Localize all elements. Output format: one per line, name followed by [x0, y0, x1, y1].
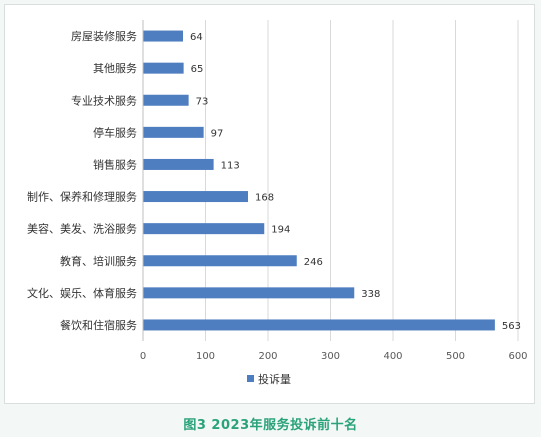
bar: [143, 94, 189, 106]
x-tick-label: 0: [140, 351, 146, 362]
category-label: 专业技术服务: [71, 93, 137, 107]
category-label: 房屋装修服务: [71, 29, 137, 43]
data-label: 113: [221, 160, 240, 171]
bar: [143, 223, 265, 235]
data-label: 73: [196, 96, 209, 107]
category-label: 美容、美发、洗浴服务: [27, 222, 137, 236]
data-label: 563: [502, 321, 521, 332]
category-label: 停车服务: [93, 125, 137, 139]
data-label: 246: [304, 257, 323, 268]
legend-label: 投诉量: [258, 372, 291, 386]
category-label: 制作、保养和修理服务: [27, 190, 137, 204]
category-label: 教育、培训服务: [60, 254, 137, 268]
category-label: 餐饮和住宿服务: [60, 318, 137, 332]
bar: [143, 191, 248, 203]
data-label: 338: [361, 289, 380, 300]
data-label: 64: [190, 32, 203, 43]
x-tick-label: 600: [508, 351, 527, 362]
data-label: 65: [191, 64, 204, 75]
bar: [143, 126, 204, 138]
figure-caption: 图3 2023年服务投诉前十名: [183, 418, 358, 433]
category-label: 其他服务: [93, 62, 137, 75]
x-tick-label: 200: [258, 351, 277, 362]
bar-chart: 0 100 200 300 400 500 600 房屋装修服务 64 其他服务 65 专业技术服务 7…: [27, 20, 528, 386]
data-label: 168: [255, 193, 274, 204]
category-label: 文化、娱乐、体育服务: [27, 286, 137, 300]
legend-swatch: [247, 375, 254, 382]
x-tick-label: 400: [383, 351, 402, 362]
category-label: 销售服务: [93, 157, 137, 171]
data-label: 194: [271, 225, 290, 236]
bar: [143, 30, 183, 42]
bar: [143, 287, 355, 299]
bar: [143, 158, 214, 170]
bar: [143, 62, 184, 74]
x-tick-label: 500: [446, 351, 465, 362]
bar: [143, 319, 495, 331]
data-label: 97: [211, 128, 224, 139]
chart-frame: 0 100 200 300 400 500 600 房屋装修服务 64 其他服务 65 专业技术服务 7…: [4, 4, 535, 404]
bar: [143, 255, 297, 267]
x-tick-label: 300: [321, 351, 340, 362]
x-tick-label: 100: [196, 351, 215, 362]
